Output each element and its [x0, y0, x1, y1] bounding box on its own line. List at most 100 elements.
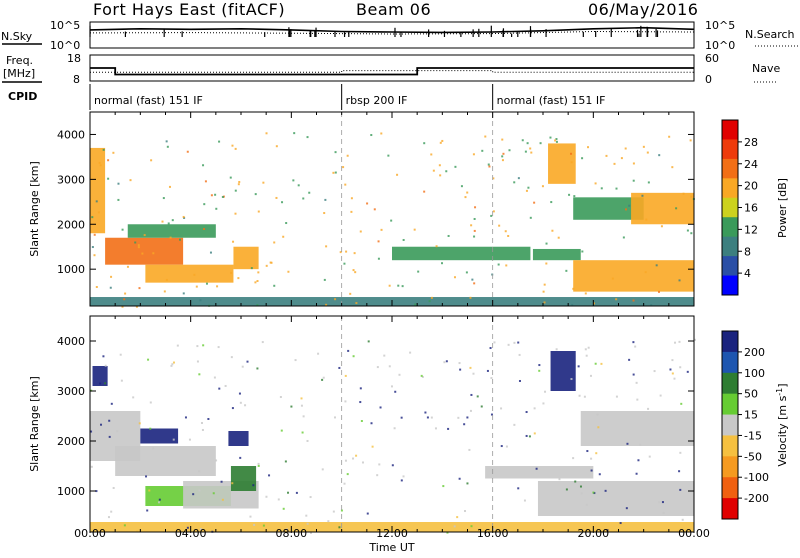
noise-speck — [634, 345, 637, 348]
scatter-region — [548, 143, 576, 184]
noise-speck — [527, 186, 530, 189]
velocity-colorbar-frame — [721, 330, 739, 520]
colorbar-tick-label: 28 — [744, 136, 758, 149]
colorbar-block — [722, 275, 738, 296]
noise-speck — [377, 240, 380, 243]
noise-speck — [518, 353, 521, 356]
x-tick-label: 00:00 — [678, 527, 710, 540]
noise-speck — [265, 132, 268, 135]
noise-speck — [132, 396, 135, 399]
noise-speck — [470, 525, 473, 528]
noise-speck — [470, 393, 473, 396]
power-cpid-lines — [341, 112, 494, 306]
noise-speck — [198, 470, 201, 473]
noise-speck — [343, 482, 346, 485]
colorbar-block — [722, 256, 738, 277]
noise-speck — [524, 150, 527, 153]
noise-speck — [639, 443, 642, 446]
noise-speck — [317, 352, 320, 355]
noise-speck — [541, 185, 544, 188]
noise-speck — [476, 395, 479, 398]
noise-speck — [300, 397, 303, 400]
scatter-region — [537, 481, 694, 516]
noise-speck — [176, 344, 179, 347]
noise-speck — [445, 170, 448, 173]
noise-speck — [216, 285, 219, 288]
scatter-region — [631, 192, 694, 225]
noise-speck — [468, 448, 471, 451]
noise-speck — [186, 526, 189, 529]
noise-speck — [525, 411, 528, 414]
noise-speck — [624, 208, 627, 211]
noise-speck — [447, 234, 450, 237]
noise-speck — [650, 304, 653, 307]
noise-speck — [668, 135, 671, 138]
noise-speck — [539, 142, 542, 145]
noise-speck — [359, 230, 362, 233]
noise-speck — [690, 232, 693, 235]
noise-speck — [439, 141, 442, 144]
noise-speck — [212, 492, 215, 495]
noise-speck — [595, 452, 598, 455]
noise-speck — [343, 262, 346, 265]
noise-speck — [93, 233, 96, 236]
scatter-region — [115, 446, 216, 476]
noise-speck — [265, 495, 268, 498]
scatter-region — [105, 237, 184, 265]
nave-series-line — [90, 70, 694, 73]
noise-speck — [170, 364, 173, 367]
noise-speck — [456, 516, 459, 519]
noise-speck — [528, 435, 531, 438]
noise-speck — [141, 252, 144, 255]
noise-speck — [306, 136, 309, 139]
noise-speck — [257, 271, 260, 274]
noise-speck — [398, 373, 401, 376]
cpid-segment-label: rbsp 200 IF — [346, 94, 408, 107]
noise-speck — [91, 246, 94, 249]
noise-speck — [568, 193, 571, 196]
noise-speck — [161, 220, 164, 223]
scatter-region — [580, 411, 694, 446]
noise-speck — [90, 465, 93, 468]
noise-speck — [359, 401, 362, 404]
noise-speck — [505, 445, 508, 448]
noise-speck — [565, 488, 568, 491]
frequency-label-line2: [MHz] — [3, 67, 35, 80]
noise-speck — [200, 421, 203, 424]
noise-speck — [497, 263, 500, 266]
noise-speck — [230, 271, 233, 274]
noise-speck — [188, 438, 191, 441]
scatter-region — [233, 246, 259, 270]
noise-speck — [290, 405, 293, 408]
noise-speck — [417, 270, 420, 273]
noise-speck — [107, 516, 110, 519]
noise-speck — [622, 236, 625, 239]
noise-speck — [570, 378, 573, 381]
noise-speck — [370, 422, 373, 425]
noise-speck — [334, 416, 337, 419]
cpid-segment-label: normal (fast) 151 IF — [497, 94, 606, 107]
noise-speck — [518, 379, 521, 382]
noise-speck — [338, 526, 341, 529]
noise-speck — [655, 264, 658, 267]
noise-speck — [594, 182, 597, 185]
noise-speck — [250, 267, 253, 270]
colorbar-block — [722, 456, 738, 478]
noise-speck — [342, 166, 345, 169]
noise-speck — [275, 145, 278, 148]
colorbar-block — [722, 120, 738, 140]
noise-speck — [238, 392, 241, 395]
velocity-y-ticks: 1000 2000 3000 4000 — [57, 335, 694, 498]
noise-speck — [370, 134, 373, 137]
noise-speck — [209, 251, 212, 254]
noise-speck — [555, 138, 558, 141]
noise-speck — [380, 228, 383, 231]
noise-speck — [615, 395, 618, 398]
noise-speck — [686, 370, 689, 373]
noise-speck — [508, 149, 511, 152]
noise-speck — [138, 287, 141, 290]
noise-speck — [323, 212, 326, 215]
noise-speck — [690, 195, 693, 198]
colorbar-block — [722, 197, 738, 218]
noise-speck — [110, 402, 113, 405]
